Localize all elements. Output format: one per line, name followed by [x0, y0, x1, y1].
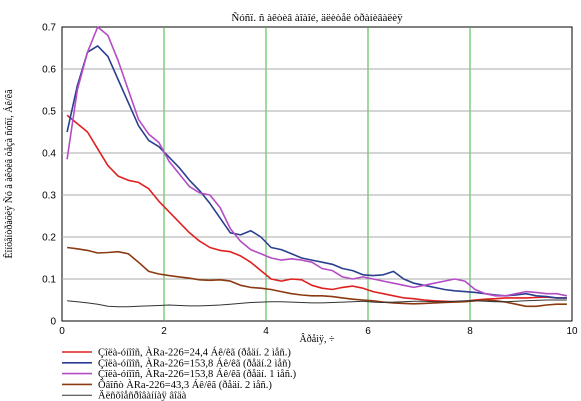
legend-label: Çîëà-óíîîñ, ÀRa-226=153,8 Áê/êã (ðåäí.2 … — [98, 357, 291, 369]
plot-frame — [61, 26, 573, 322]
legend-item: Äëñõîåñðîâàííàÿ âîäà — [62, 390, 187, 401]
series-line-3 — [66, 26, 568, 297]
legend-item: Çîëà-óíîîñ, ÀRa-226=153,8 Áê/êã (ðåäí.2 … — [62, 357, 291, 369]
y-tick-label: 0.6 — [42, 65, 56, 76]
legend-label: Çîëà-óíîîñ, ÀRa-226=24,4 Áê/êã (ðåäí. 2 … — [98, 347, 291, 359]
chart-title: Ñóñï. ñ àêòèâ àîàîé, äëèòåë òðàíèâàëèÿ — [231, 12, 403, 24]
y-tick-label: 0 — [50, 317, 56, 328]
grid — [62, 27, 572, 321]
x-tick-label: 2 — [161, 326, 167, 337]
legend-label: Õâîñò ÀRa-226=43,3 Áê/êã (ðåäí. 2 ìåñ.) — [98, 379, 272, 391]
legend: Çîëà-óíîîñ, ÀRa-226=24,4 Áê/êã (ðåäí. 2 … — [62, 347, 297, 401]
x-tick-label: 10 — [566, 326, 578, 337]
series-line-5 — [67, 299, 567, 308]
y-tick-label: 0.5 — [42, 107, 56, 118]
legend-item: Çîëà-óíîîñ, ÀRa-226=24,4 Áê/êã (ðåäí. 2 … — [62, 347, 291, 359]
y-tick-label: 0.7 — [42, 23, 56, 34]
x-axis-label: Âðåìÿ, ÷ — [300, 333, 335, 345]
legend-item: Çîëà-óíîîñ, ÀRa-226=153,8 Áê/êã (ðåäí. 1… — [62, 368, 297, 380]
x-tick-label: 4 — [263, 326, 269, 337]
y-axis-label: Êîíöåíòðàöèÿ Ñó â àêòèâ òåçà ñóñï, Áê/êã — [3, 89, 15, 259]
tick-labels: 0 2 4 6 8 10 0 0.1 0.2 0.3 0.4 0.5 0.6 0.7 — [42, 23, 578, 338]
y-tick-label: 0.3 — [42, 191, 56, 202]
series-line-4 — [66, 246, 567, 308]
y-tick-label: 0.1 — [42, 275, 56, 286]
series-line-1 — [66, 114, 567, 303]
legend-label: Çîëà-óíîîñ, ÀRa-226=153,8 Áê/êã (ðåäí. 1… — [98, 368, 297, 380]
legend-label: Äëñõîåñðîâàííàÿ âîäà — [98, 390, 187, 401]
x-tick-label: 0 — [59, 326, 65, 337]
legend-item: Õâîñò ÀRa-226=43,3 Áê/êã (ðåäí. 2 ìåñ.) — [62, 379, 272, 391]
y-tick-label: 0.2 — [42, 233, 56, 244]
series-layer — [66, 26, 568, 308]
series-line-2 — [66, 45, 567, 299]
x-tick-label: 8 — [467, 326, 473, 337]
x-tick-label: 6 — [365, 326, 371, 337]
y-tick-label: 0.4 — [42, 149, 56, 160]
